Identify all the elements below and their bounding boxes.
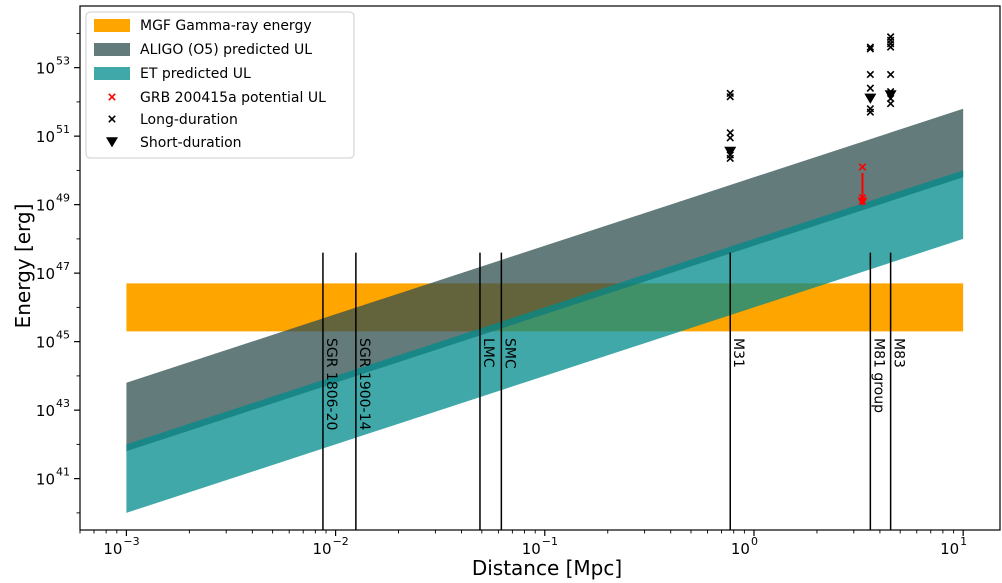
legend-entry-label: ALIGO (O5) predicted UL bbox=[140, 42, 312, 58]
legend-swatch bbox=[94, 19, 130, 32]
long-duration-point bbox=[866, 84, 875, 92]
y-tick-base: 10 bbox=[36, 197, 55, 215]
marker-stroke bbox=[886, 99, 895, 108]
y-tick-base: 10 bbox=[36, 402, 55, 420]
legend-box bbox=[85, 11, 355, 159]
long-duration-point bbox=[726, 92, 734, 101]
galaxy-label: SMC bbox=[501, 338, 517, 369]
marker-stroke bbox=[886, 43, 895, 51]
short-duration-point bbox=[724, 146, 737, 157]
legend-swatch bbox=[94, 43, 130, 56]
marker-stroke bbox=[866, 43, 875, 51]
legend-entry-label: GRB 200415a potential UL bbox=[140, 90, 326, 106]
legend: MGF Gamma-ray energy ALIGO (O5) predicted… bbox=[85, 11, 355, 159]
marker-stroke bbox=[866, 70, 875, 79]
marker-stroke bbox=[866, 84, 875, 92]
legend-swatch bbox=[94, 67, 130, 80]
short-duration-point bbox=[864, 93, 877, 104]
legend-entry-label: Short-duration bbox=[140, 135, 242, 151]
legend-marker-x bbox=[108, 93, 116, 101]
marker-stroke bbox=[866, 108, 875, 116]
x-tick-exponent: −3 bbox=[123, 535, 139, 548]
long-duration-point bbox=[886, 70, 895, 79]
y-tick-exponent: 47 bbox=[56, 260, 70, 273]
y-tick-base: 10 bbox=[36, 128, 55, 146]
short-duration-point bbox=[884, 90, 897, 101]
plot-content bbox=[126, 108, 964, 530]
y-tick-base: 10 bbox=[36, 265, 55, 283]
legend-marker-x bbox=[108, 115, 116, 123]
marker-stroke bbox=[858, 163, 867, 171]
long-duration-point bbox=[866, 45, 875, 53]
long-duration-point bbox=[866, 108, 875, 116]
y-tick-exponent: 51 bbox=[56, 123, 70, 136]
band-aligo bbox=[126, 108, 964, 452]
marker-stroke bbox=[726, 134, 734, 142]
x-tick-exponent: 0 bbox=[751, 535, 758, 548]
galaxy-label: SGR 1900-14 bbox=[356, 338, 372, 431]
long-duration-point bbox=[726, 154, 734, 163]
long-duration-point bbox=[866, 70, 875, 79]
y-tick-exponent: 49 bbox=[56, 192, 70, 205]
axes-frame bbox=[79, 5, 1001, 531]
marker-stroke bbox=[866, 45, 875, 53]
long-duration-point bbox=[886, 99, 895, 108]
long-duration-point bbox=[886, 43, 895, 51]
legend-entry-label: ET predicted UL bbox=[140, 66, 251, 82]
x-tick-base: 10 bbox=[103, 540, 122, 558]
grb-point bbox=[858, 163, 867, 171]
y-axis-label: Energy [erg] bbox=[11, 204, 35, 329]
plot-area: SGR 1806-20 SGR 1900-14 LMC SMC M31 M81 group… bbox=[126, 33, 964, 530]
marker-stroke bbox=[726, 154, 734, 163]
y-tick-base: 10 bbox=[36, 471, 55, 489]
x-tick-exponent: −1 bbox=[542, 535, 558, 548]
y-tick-exponent: 41 bbox=[56, 466, 70, 479]
x-tick-exponent: 1 bbox=[960, 535, 967, 548]
y-tick-exponent: 45 bbox=[56, 329, 70, 342]
marker-stroke bbox=[726, 92, 734, 101]
y-tick-exponent: 53 bbox=[56, 55, 70, 68]
galaxy-label: SGR 1806-20 bbox=[323, 338, 339, 430]
y-tick-exponent: 43 bbox=[56, 397, 70, 410]
x-tick-base: 10 bbox=[522, 540, 541, 558]
y-tick-base: 10 bbox=[36, 60, 55, 78]
x-tick-base: 10 bbox=[940, 540, 959, 558]
galaxy-label: M81 group bbox=[870, 338, 886, 413]
galaxy-label: LMC bbox=[480, 338, 496, 368]
x-tick-base: 10 bbox=[731, 540, 750, 558]
grb-arrow-head bbox=[857, 197, 868, 207]
long-duration-point bbox=[866, 43, 875, 51]
band-et bbox=[126, 170, 964, 513]
galaxy-label: M83 bbox=[891, 338, 907, 368]
marker-stroke bbox=[108, 115, 116, 123]
long-duration-point bbox=[726, 134, 734, 142]
legend-entry-label: Long-duration bbox=[140, 112, 238, 128]
marker-stroke bbox=[108, 93, 116, 101]
x-axis-label: Distance [Mpc] bbox=[472, 556, 622, 580]
galaxy-label: M31 bbox=[730, 338, 746, 368]
legend-marker-triangle bbox=[106, 137, 118, 148]
marker-stroke bbox=[886, 70, 895, 79]
x-tick-base: 10 bbox=[313, 540, 332, 558]
legend-entry-label: MGF Gamma-ray energy bbox=[140, 18, 312, 34]
x-tick-exponent: −2 bbox=[333, 535, 349, 548]
y-tick-base: 10 bbox=[36, 334, 55, 352]
